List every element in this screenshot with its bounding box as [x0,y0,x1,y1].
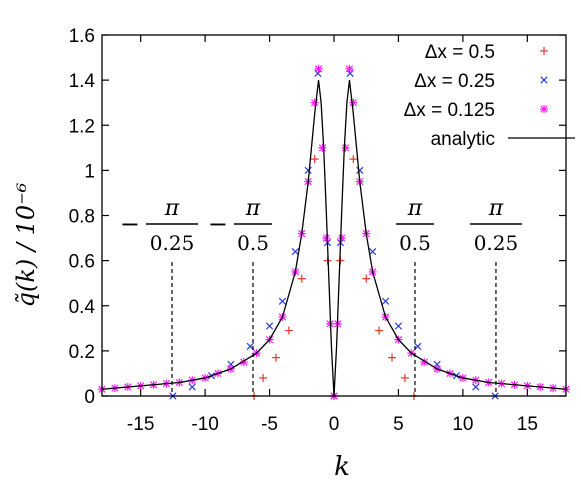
legend-entry-2: Δx = 0.25 [414,71,548,92]
data-point [356,166,364,174]
x-tick-label: -5 [261,414,278,435]
annotation-3: π 0.5 [395,196,434,396]
data-point [297,274,306,283]
legend-entry-3: Δx = 0.125 [404,100,548,121]
data-point [310,98,319,107]
legend-label: analytic [431,129,495,150]
fraction-numerator: π [407,196,423,221]
y-tick-label: 1.6 [69,26,95,47]
data-point [322,234,331,243]
y-tick-label: 0.6 [69,252,95,273]
data-point [337,234,346,243]
data-point [310,155,319,164]
fraction-denominator: 0.5 [237,231,269,255]
legend-label: Δx = 0.25 [414,71,495,92]
data-point [265,322,274,330]
data-point [304,166,312,174]
legend: Δx = 0.5 Δx = 0.25 Δx = 0.125 analytic [404,42,575,150]
x-tick-label: -10 [191,414,218,435]
data-point [375,326,384,335]
data-point [259,373,268,382]
data-point [414,342,422,350]
legend-marker-sample [540,47,548,55]
fraction-numerator: π [164,196,180,221]
data-point [341,143,350,152]
data-point [400,373,409,382]
y-tick-label: 0.4 [69,297,96,318]
data-point [246,342,254,350]
fraction-sign: − [120,210,140,238]
data-point [272,353,280,362]
data-point [388,353,396,362]
legend-entry-1: Δx = 0.5 [425,42,548,63]
x-tick-label: 15 [517,414,538,435]
legend-entry-4: analytic [431,129,575,150]
annotation-2: π 0.5− [208,196,273,396]
data-point [291,247,299,256]
annotation-1: π 0.25− [120,196,199,396]
x-axis-label: k [334,452,350,482]
fraction-denominator: 0.5 [399,231,431,255]
y-tick-label: 0.2 [69,342,95,363]
axes: -15 -10 -5 0 5 10 15 0 0.2 0.4 0.6 0.8 1 1.2 1.4 1.6 [69,26,567,435]
y-axis-label: q̃(k) / 10⁻⁶ [12,182,40,307]
y-tick-label: 1 [84,161,95,182]
data-point [472,383,480,391]
y-tick-label: 1.4 [69,71,96,92]
annotation-4: π 0.25 [469,196,522,396]
data-point [278,297,287,305]
x-tick-label: 10 [452,414,473,435]
series-1 [250,155,418,400]
annotations: π0.25−π0.5−π0.5π0.25 [120,196,522,396]
fraction-sign: − [208,210,228,238]
data-point [381,297,390,305]
fraction-numerator: π [245,196,261,221]
x-tick-label: -15 [127,414,154,435]
legend-label: Δx = 0.5 [425,42,495,63]
legend-marker-sample [540,76,548,84]
x-tick-label: 5 [393,414,404,435]
data-point [349,155,358,164]
y-tick-label: 0 [84,387,95,408]
data-point [284,326,293,335]
data-point [369,247,377,256]
x-tick-label: 0 [329,414,340,435]
legend-marker-sample [540,105,548,113]
fraction-denominator: 0.25 [474,231,519,255]
legend-label: Δx = 0.125 [404,100,495,121]
data-point [362,274,371,283]
y-tick-label: 1.2 [69,116,95,137]
data-point [345,64,354,73]
data-point [349,98,358,107]
data-point [314,64,323,73]
fraction-numerator: π [488,196,504,221]
data-point [318,143,327,152]
data-point [394,322,403,330]
data-point [188,383,196,391]
fraction-denominator: 0.25 [150,231,195,255]
y-tick-label: 0.8 [69,207,95,228]
